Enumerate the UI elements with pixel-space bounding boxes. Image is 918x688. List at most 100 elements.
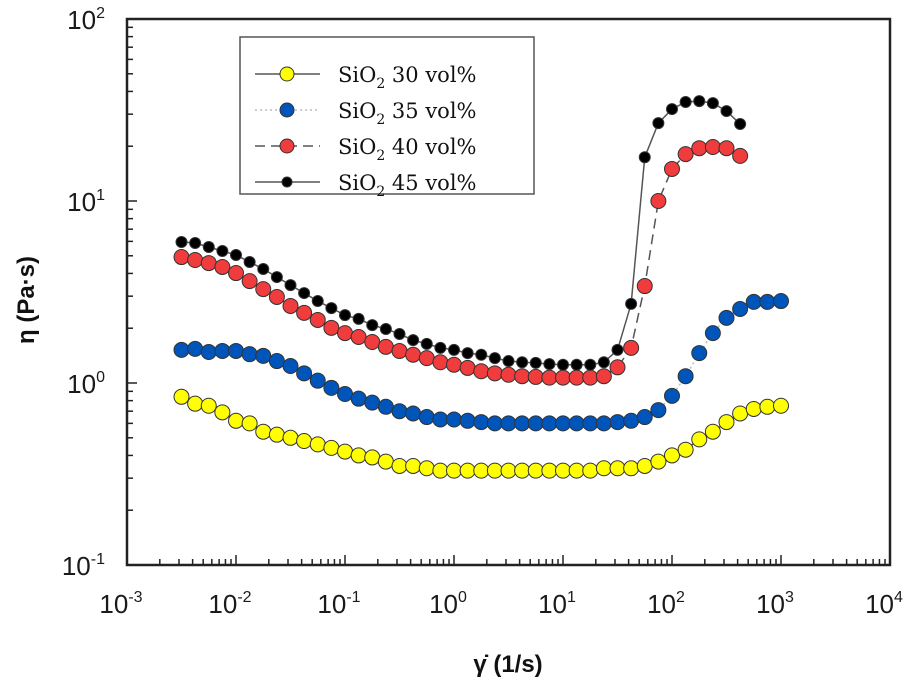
data-point	[214, 342, 231, 359]
y-tick-label: 10-1	[62, 551, 105, 581]
data-point	[418, 350, 435, 367]
data-point	[268, 288, 285, 305]
data-point	[718, 309, 735, 326]
y-tick-label: 101	[67, 187, 105, 217]
data-point	[323, 439, 340, 456]
data-point	[541, 369, 558, 386]
data-point	[268, 353, 285, 370]
data-point	[679, 95, 692, 108]
data-point	[486, 462, 503, 479]
data-point	[475, 348, 488, 361]
data-point	[407, 334, 420, 347]
data-point	[745, 293, 762, 310]
data-point	[706, 97, 719, 110]
data-point	[666, 103, 678, 116]
data-point	[732, 301, 749, 318]
data-point	[732, 405, 749, 422]
data-point	[448, 343, 460, 356]
data-point	[200, 255, 217, 272]
data-point	[228, 265, 244, 282]
data-point	[268, 426, 285, 443]
data-point	[432, 411, 449, 428]
data-point	[391, 403, 408, 420]
data-point	[732, 147, 749, 164]
data-point	[187, 252, 204, 269]
data-point	[500, 462, 517, 479]
data-point	[282, 297, 299, 314]
data-point	[595, 460, 612, 477]
data-point	[541, 462, 558, 479]
data-point	[202, 240, 215, 253]
data-point	[228, 342, 244, 359]
data-point	[459, 412, 476, 429]
x-tick-labels: 10-3 10-2 10-1 100 101 102 103 104	[99, 589, 903, 619]
data-point	[298, 287, 311, 300]
data-point	[527, 415, 544, 432]
data-point	[677, 441, 694, 458]
data-point	[270, 271, 283, 284]
data-point	[228, 412, 244, 429]
data-point	[636, 409, 653, 426]
data-point	[214, 258, 231, 275]
x-tick-label: 104	[865, 589, 903, 619]
data-point	[243, 256, 256, 269]
data-point	[377, 453, 394, 470]
data-point	[541, 415, 558, 432]
data-point	[405, 346, 422, 363]
data-point	[650, 453, 667, 470]
y-axis-title: η (Pa·s)	[13, 256, 40, 344]
data-point	[664, 160, 680, 177]
data-point	[609, 359, 626, 376]
x-tick-label: 10-2	[208, 589, 251, 619]
data-point	[693, 95, 706, 108]
data-point	[350, 447, 367, 464]
data-point	[625, 297, 638, 310]
data-point	[257, 263, 270, 276]
legend-marker	[279, 138, 295, 154]
data-point	[568, 415, 585, 432]
data-point	[718, 414, 735, 431]
data-point	[459, 359, 476, 376]
data-point	[570, 358, 583, 371]
x-tick-label: 10-3	[99, 589, 142, 619]
legend-label: SiO2 35 vol%	[338, 99, 477, 128]
data-point	[595, 415, 612, 432]
data-point	[255, 423, 272, 440]
data-point	[446, 462, 462, 479]
data-point	[309, 372, 326, 389]
data-point	[623, 412, 640, 429]
data-point	[255, 281, 272, 298]
data-point	[486, 415, 503, 432]
data-point	[379, 323, 392, 336]
data-point	[216, 245, 229, 258]
data-point	[296, 304, 313, 321]
legend-label: SiO2 45 vol%	[338, 171, 477, 200]
data-point	[473, 462, 490, 479]
data-point	[609, 414, 626, 431]
data-point	[309, 436, 326, 453]
data-point	[557, 358, 569, 371]
data-point	[323, 319, 340, 336]
data-point	[582, 415, 599, 432]
data-point	[720, 105, 733, 118]
data-point	[187, 395, 204, 412]
data-point	[350, 328, 367, 345]
x-tick-label: 101	[538, 589, 576, 619]
data-point	[691, 140, 708, 157]
data-point	[516, 356, 529, 369]
data-point	[282, 429, 299, 446]
data-point	[582, 369, 599, 386]
data-point	[432, 354, 449, 371]
data-point	[568, 369, 585, 386]
data-point	[677, 146, 694, 163]
data-point	[527, 462, 544, 479]
legend-marker	[279, 66, 295, 82]
data-point	[514, 462, 531, 479]
data-point	[173, 341, 190, 358]
data-point	[241, 346, 258, 363]
data-point	[418, 409, 435, 426]
data-point	[296, 433, 313, 450]
data-point	[623, 460, 640, 477]
data-point	[418, 460, 435, 477]
data-point	[745, 400, 762, 417]
